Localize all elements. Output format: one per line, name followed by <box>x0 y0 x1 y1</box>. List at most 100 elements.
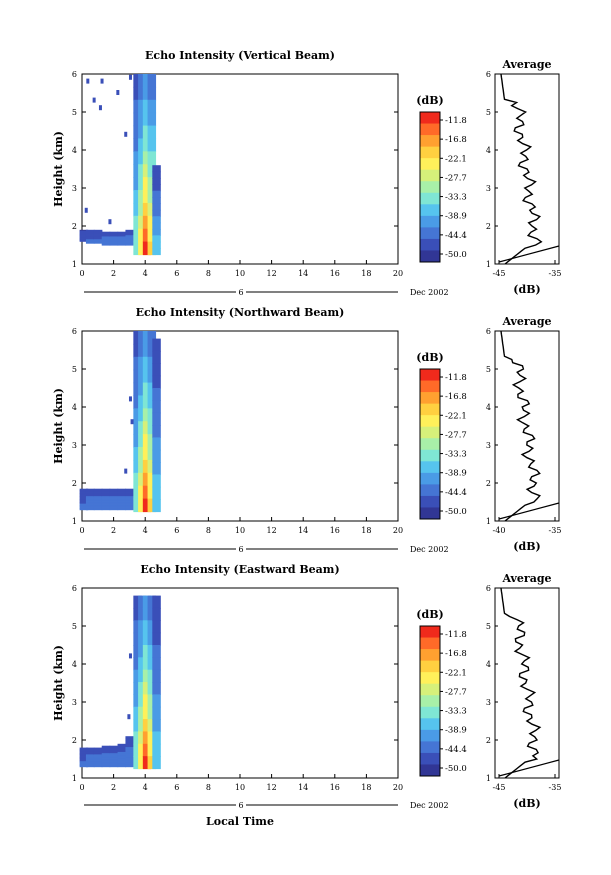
x-tick-label: 16 <box>330 526 340 535</box>
y-tick-label: 4 <box>72 146 77 155</box>
echo-cell <box>117 232 127 235</box>
y-tick-label: 3 <box>72 184 77 193</box>
echo-cell <box>125 240 134 243</box>
colorbar-swatch <box>420 484 440 497</box>
colorbar-swatch <box>420 507 440 520</box>
echo-cell <box>142 74 152 88</box>
echo-cell <box>109 233 119 236</box>
echo-cell <box>125 762 134 766</box>
echo-cell <box>101 491 111 494</box>
echo-cell <box>133 190 142 204</box>
colorbar-swatch <box>420 495 440 508</box>
echo-cell <box>109 756 119 759</box>
colorbar-swatch <box>420 135 440 148</box>
echo-cell <box>79 508 89 511</box>
echo-cell <box>79 753 89 755</box>
echo-cell <box>93 493 103 496</box>
x-tick-label: 0 <box>79 269 84 278</box>
echo-cell <box>152 449 161 463</box>
echo-cell <box>93 496 103 499</box>
echo-cell <box>101 754 111 757</box>
avg-x-tick-label: -40 <box>493 526 506 535</box>
echo-cell <box>109 493 119 496</box>
echo-cell <box>93 750 103 753</box>
echo-cell <box>79 232 89 234</box>
y-tick-label: 1 <box>72 260 77 269</box>
colorbar-tick-label: -11.8 <box>445 630 467 640</box>
echo-cell <box>142 472 152 487</box>
echo-cell <box>125 755 134 759</box>
echo-cell <box>101 239 111 241</box>
echo-cell <box>79 765 89 768</box>
colorbar-swatch <box>420 227 440 240</box>
y-tick-label: 2 <box>72 736 77 745</box>
echo-speckle <box>84 207 88 213</box>
avg-y-tick-label: 6 <box>486 70 491 79</box>
echo-cell <box>138 620 147 634</box>
echo-cell <box>85 229 95 232</box>
echo-cell <box>117 747 127 750</box>
average-xlabel: (dB) <box>513 540 540 553</box>
echo-cell <box>147 86 157 101</box>
echo-cell <box>138 202 147 217</box>
echo-cell <box>93 508 103 511</box>
echo-cell <box>138 498 147 513</box>
date-suffix: Dec 2002 <box>410 801 449 810</box>
echo-cell <box>109 236 119 238</box>
echo-cell <box>142 607 152 621</box>
avg-y-tick-label: 2 <box>486 736 491 745</box>
echo-cell <box>125 742 134 746</box>
echo-cell <box>79 759 89 762</box>
echo-cell <box>125 233 134 235</box>
x-tick-label: 2 <box>111 526 116 535</box>
echo-cell <box>125 749 134 752</box>
colorbar-swatch <box>420 626 440 639</box>
echo-cell <box>138 99 147 114</box>
echo-cell <box>133 682 142 695</box>
colorbar-tick-label: -50.0 <box>445 250 467 260</box>
echo-cell <box>152 657 161 671</box>
echo-cell <box>79 502 89 505</box>
x-tick-label: 18 <box>361 526 371 535</box>
echo-cell <box>117 748 127 751</box>
echo-cell <box>109 244 119 246</box>
echo-cell <box>109 502 119 505</box>
echo-cell <box>152 412 161 426</box>
echo-cell <box>138 382 147 397</box>
echo-cell <box>152 682 161 695</box>
avg-y-tick-label: 6 <box>486 584 491 593</box>
echo-cell <box>101 488 111 491</box>
echo-cell <box>117 763 127 766</box>
echo-cell <box>117 503 127 506</box>
echo-cell <box>133 743 142 757</box>
echo-cell <box>85 490 95 493</box>
y-tick-label: 6 <box>72 327 77 336</box>
echo-cell <box>101 240 111 242</box>
echo-cell <box>138 138 147 152</box>
echo-cell <box>152 731 161 745</box>
echo-cell <box>142 343 152 358</box>
echo-cell <box>79 233 89 235</box>
echo-cell <box>93 751 103 754</box>
echo-cell <box>142 369 152 384</box>
echo-cell <box>109 503 119 506</box>
echo-cell <box>142 112 152 127</box>
average-plot-area <box>494 587 560 779</box>
echo-cell <box>79 500 89 503</box>
y-tick-label: 6 <box>72 70 77 79</box>
echo-cell <box>79 747 89 750</box>
echo-cell <box>142 86 152 101</box>
echo-cell <box>101 750 111 753</box>
echo-cell <box>101 490 111 493</box>
echo-cell <box>117 755 127 758</box>
echo-cell <box>138 472 147 487</box>
echo-cell <box>133 241 142 256</box>
echo-cell <box>152 632 161 646</box>
echo-cell <box>152 620 161 634</box>
avg-y-tick-label: 5 <box>486 622 491 631</box>
echo-cell <box>138 369 147 384</box>
echo-cell <box>138 632 147 646</box>
echo-cell <box>93 763 103 766</box>
echo-cell <box>85 508 95 511</box>
echo-cell <box>85 754 95 757</box>
